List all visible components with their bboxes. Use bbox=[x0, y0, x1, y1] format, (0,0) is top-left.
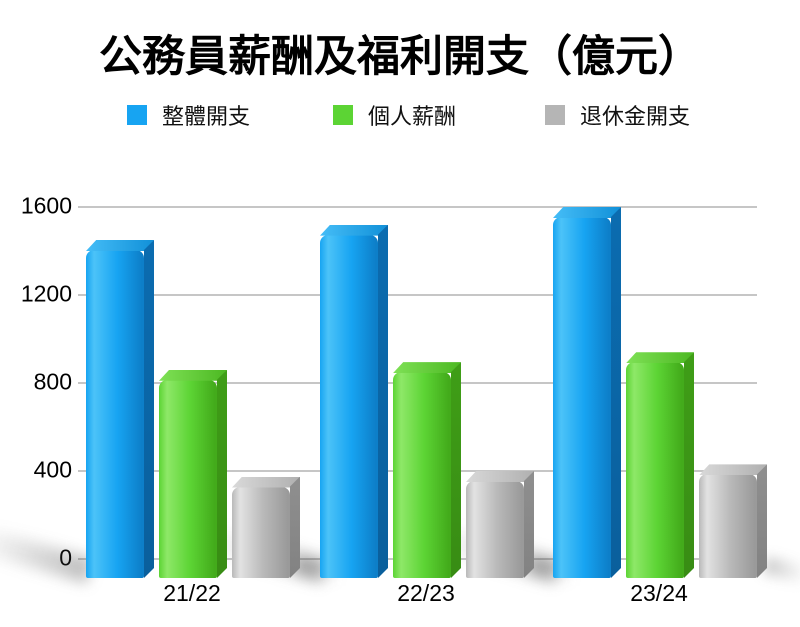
y-axis-tick-0: 0 bbox=[0, 544, 72, 571]
gridline-1600 bbox=[78, 206, 757, 208]
bar-overall-expenditure-23-24 bbox=[553, 217, 611, 578]
y-axis-tick-1200: 1200 bbox=[20, 280, 72, 307]
bar-pension-expenditure-22-23 bbox=[466, 481, 524, 578]
x-axis-label-22-23: 22/23 bbox=[397, 580, 455, 606]
x-axis-label-23-24: 23/24 bbox=[630, 580, 688, 606]
legend-label-pension-expenditure: 退休金開支 bbox=[580, 104, 691, 129]
legend-item-pension-expenditure: 退休金開支 bbox=[545, 103, 690, 129]
bar-pension-expenditure-23-24 bbox=[699, 474, 757, 578]
bar-personal-emoluments-22-23 bbox=[393, 372, 451, 578]
floor-shadow-left bbox=[0, 526, 94, 584]
legend-label-personal-emoluments: 個人薪酬 bbox=[368, 104, 457, 129]
bar-pension-expenditure-21-22 bbox=[232, 486, 290, 578]
legend-swatch-pension-expenditure bbox=[545, 105, 565, 125]
bar-personal-emoluments-21-22 bbox=[159, 379, 217, 578]
legend-swatch-overall-expenditure bbox=[127, 105, 147, 125]
chart-title: 公務員薪酬及福利開支（億元） bbox=[99, 33, 701, 81]
legend-label-overall-expenditure: 整體開支 bbox=[162, 104, 251, 129]
bar-overall-expenditure-21-22 bbox=[86, 250, 144, 578]
legend-item-overall-expenditure: 整體開支 bbox=[127, 103, 250, 129]
floor-shadow-right bbox=[762, 556, 800, 585]
bar-personal-emoluments-23-24 bbox=[626, 362, 684, 578]
y-axis-tick-1600: 1600 bbox=[20, 192, 72, 219]
x-axis-label-21-22: 21/22 bbox=[163, 580, 221, 606]
y-axis-tick-400: 400 bbox=[33, 456, 72, 483]
legend-item-personal-emoluments: 個人薪酬 bbox=[333, 103, 456, 129]
bar-overall-expenditure-22-23 bbox=[320, 234, 378, 578]
legend-swatch-personal-emoluments bbox=[333, 105, 353, 125]
chart-legend: 整體開支 個人薪酬 退休金開支 bbox=[0, 103, 800, 129]
y-axis-tick-800: 800 bbox=[33, 368, 72, 395]
gridline-1200 bbox=[78, 294, 757, 296]
